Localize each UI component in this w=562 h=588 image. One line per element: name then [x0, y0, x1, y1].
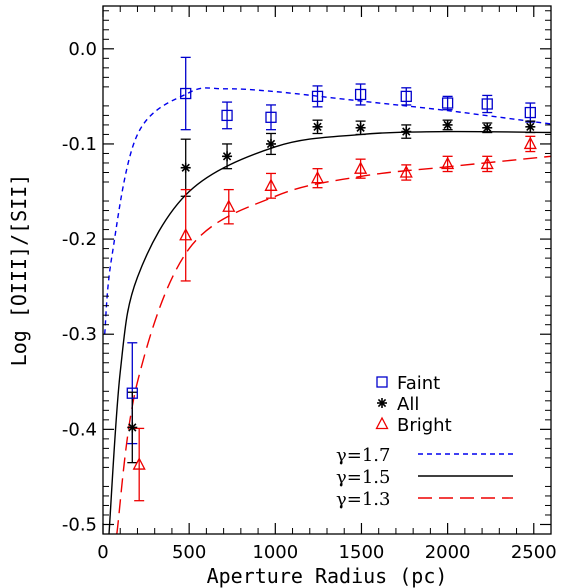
model-curve-1: [108, 130, 552, 535]
legend-curve-label-2: γ=1.3: [336, 489, 390, 510]
error-bar-faint: [222, 101, 233, 130]
point-faint: [354, 88, 367, 101]
legend-marker-bright: [375, 416, 389, 430]
point-bright: [222, 199, 236, 212]
y-tick-label: -0.2: [62, 229, 97, 250]
point-bright: [310, 170, 325, 184]
x-tick-label: 1500: [339, 542, 385, 563]
error-bar-faint: [355, 83, 366, 106]
model-curve-0: [104, 87, 552, 335]
legend-label-bright: Bright: [397, 415, 452, 436]
legend-label-faint: Faint: [397, 373, 440, 394]
y-axis-label: Log [OIII]/[SII]: [7, 174, 31, 367]
legend-label-all: All: [397, 394, 419, 415]
point-all: [312, 121, 323, 132]
point-faint: [481, 98, 493, 110]
legend-curve-label-0: γ=1.7: [336, 445, 390, 466]
point-all: [180, 162, 191, 173]
error-bar-bright: [134, 427, 145, 502]
y-tick-label: -0.5: [62, 514, 97, 535]
point-bright: [523, 136, 537, 150]
point-faint: [441, 97, 454, 109]
x-tick-label: 0: [97, 542, 108, 563]
point-faint: [265, 111, 277, 123]
model-curves: [104, 87, 552, 535]
point-all: [442, 119, 453, 130]
plot-frame: [102, 5, 552, 535]
point-faint: [400, 90, 412, 103]
legend-marker-all: [377, 398, 387, 408]
point-all: [355, 122, 366, 133]
point-faint: [180, 87, 192, 100]
point-faint: [311, 90, 324, 103]
y-tick-label: -0.4: [62, 419, 97, 440]
x-tick-label: 1000: [252, 542, 298, 563]
point-all: [401, 126, 412, 137]
point-faint: [221, 109, 233, 122]
axis-ticks: [102, 6, 551, 534]
x-tick-label: 2000: [425, 542, 471, 563]
point-bright: [264, 178, 278, 191]
error-bar-faint: [180, 56, 191, 131]
point-bright: [441, 156, 455, 170]
error-bar-faint: [266, 104, 276, 131]
point-bright: [179, 227, 193, 241]
point-bright: [480, 156, 494, 170]
legend-marker-faint: [376, 376, 388, 388]
model-curve-2: [116, 155, 552, 535]
error-bars: [127, 56, 536, 502]
error-bar-bright: [266, 172, 276, 199]
error-bar-faint: [525, 102, 536, 123]
point-faint: [524, 106, 536, 119]
error-bar-bright: [223, 188, 234, 225]
y-tick-label: 0.0: [68, 39, 97, 60]
point-all: [222, 151, 233, 162]
y-tick-label: -0.1: [62, 134, 97, 155]
error-bar-faint: [312, 85, 323, 108]
x-axis-label: Aperture Radius (pc): [207, 564, 448, 588]
data-markers: [126, 87, 537, 470]
point-all: [127, 422, 138, 433]
point-all: [266, 138, 276, 149]
x-tick-label: 500: [172, 542, 206, 563]
legend-curve-label-1: γ=1.5: [336, 467, 390, 488]
error-bar-faint: [401, 87, 412, 106]
tick-labels: 0 500 1000 1500 2000 2500 0.0 -0.1 -0.2 -0.3 -0.4 -…: [62, 39, 557, 563]
point-bright: [399, 165, 413, 178]
point-all: [482, 122, 493, 133]
point-faint: [126, 387, 138, 399]
point-all: [525, 121, 536, 132]
x-tick-label: 2500: [511, 542, 557, 563]
error-bar-bright: [180, 188, 191, 282]
y-tick-label: -0.3: [62, 324, 97, 345]
point-bright: [132, 457, 146, 470]
point-bright: [354, 161, 368, 174]
error-bar-faint: [482, 94, 493, 114]
